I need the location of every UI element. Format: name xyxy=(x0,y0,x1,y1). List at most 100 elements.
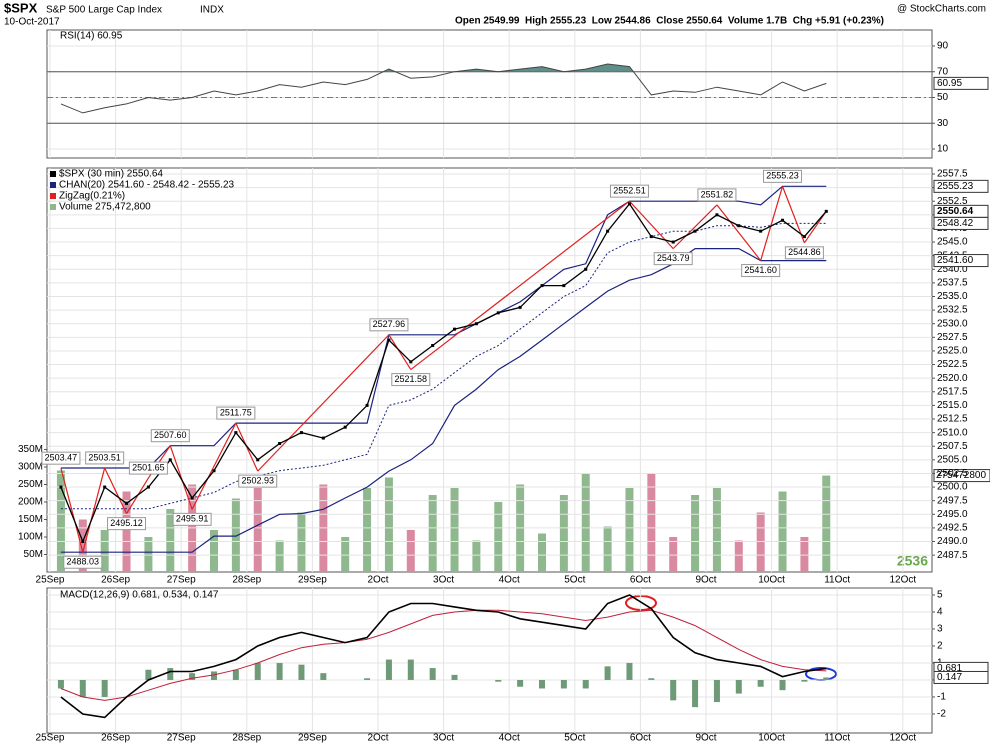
price-bar xyxy=(125,501,129,505)
volume-bar xyxy=(778,491,787,572)
y-tick-label: 2500.0 xyxy=(937,482,968,493)
volume-bar xyxy=(494,502,503,572)
histogram-bar xyxy=(735,679,742,694)
value-flag-label: 0.147 xyxy=(937,672,962,683)
price-bar xyxy=(802,235,806,239)
channel-lower xyxy=(60,248,827,553)
zigzag-label-box xyxy=(238,474,278,488)
zigzag-segment xyxy=(169,445,193,510)
y-tick-label: 90 xyxy=(937,41,949,52)
price-bar xyxy=(146,485,150,489)
price-bar xyxy=(59,485,63,489)
volume-bar xyxy=(100,530,109,572)
histogram-bar xyxy=(823,677,830,680)
volume-bar xyxy=(669,537,678,572)
price-bar xyxy=(584,267,588,271)
x-tick-label: 5Oct xyxy=(564,575,585,586)
zigzag-label: 2501.65 xyxy=(132,462,165,472)
zigzag-label: 2502.93 xyxy=(241,475,274,485)
volume-bar xyxy=(78,519,87,572)
volume-bar xyxy=(450,488,459,572)
histogram-bar xyxy=(648,678,655,680)
zigzag-label: 2495.91 xyxy=(176,514,209,524)
volume-bar xyxy=(275,540,284,572)
histogram-bar xyxy=(364,678,371,680)
x-tick-label: 29Sep xyxy=(298,733,327,744)
zigzag-label: 2551.82 xyxy=(701,189,734,199)
price-bar xyxy=(387,338,391,342)
y-tick-label: 150M xyxy=(18,514,43,525)
histogram-bar xyxy=(779,679,786,691)
y-tick-label: 2490.0 xyxy=(937,536,968,547)
legend-swatch xyxy=(50,182,56,188)
volume-bar xyxy=(756,512,765,572)
price-bar xyxy=(474,322,478,326)
volume-bar xyxy=(538,533,546,572)
price-bar xyxy=(781,218,785,222)
price-bar xyxy=(824,209,828,213)
price-bar xyxy=(190,496,194,500)
price-bar xyxy=(627,202,631,206)
x-tick-label: 4Oct xyxy=(499,733,520,744)
x-tick-label: 11Oct xyxy=(824,575,850,586)
x-tick-label: 9Oct xyxy=(695,733,716,744)
zigzag-label-box xyxy=(41,451,81,465)
y-tick-label: 2505.0 xyxy=(937,454,968,465)
zigzag-label: 2507.60 xyxy=(154,430,187,440)
x-tick-label: 9Oct xyxy=(695,575,716,586)
price-bar xyxy=(431,343,435,347)
price-bar xyxy=(606,229,610,233)
zigzag-label: 2555.23 xyxy=(766,171,799,181)
y-tick-label: 2535.0 xyxy=(937,291,968,302)
histogram-bar xyxy=(692,679,699,708)
value-flag xyxy=(933,179,989,193)
price-bar xyxy=(453,327,457,331)
volume-bar xyxy=(472,540,481,572)
y-tick-label: 2517.5 xyxy=(937,386,968,397)
zigzag-label: 2503.51 xyxy=(88,452,121,462)
symbol: $SPX xyxy=(4,0,38,15)
x-tick-label: 12Oct xyxy=(889,575,916,586)
x-tick-label: 2Oct xyxy=(367,575,388,586)
x-tick-label: 29Sep xyxy=(298,575,327,586)
symbol-name: S&P 500 Large Cap Index xyxy=(46,5,162,16)
histogram-bar xyxy=(604,666,611,680)
price-bar xyxy=(518,305,522,309)
volume-bar xyxy=(712,488,721,572)
y-tick-label: 3 xyxy=(937,624,943,635)
y-tick-label: 5 xyxy=(937,590,943,601)
price-bar xyxy=(299,431,303,435)
value-flag xyxy=(933,216,989,230)
histogram-bar xyxy=(79,679,86,697)
histogram-bar xyxy=(801,679,808,682)
y-tick-label: 2557.5 xyxy=(937,169,968,180)
y-tick-label: 2512.5 xyxy=(937,414,968,425)
price-bar xyxy=(409,360,413,364)
volume-bar xyxy=(384,477,393,572)
zigzag-label: 2541.60 xyxy=(744,265,777,275)
macd-panel xyxy=(46,587,933,734)
zigzag-label: 2544.86 xyxy=(788,247,821,257)
price-bar xyxy=(737,224,741,228)
y-tick-label: 2525.0 xyxy=(937,346,968,357)
price-bar xyxy=(365,403,369,407)
price-bar xyxy=(256,458,260,462)
x-tick-label: 6Oct xyxy=(630,733,651,744)
volume-bar xyxy=(734,540,743,572)
x-tick-label: 25Sep xyxy=(36,575,65,586)
price-bar xyxy=(212,469,216,473)
legend-swatch xyxy=(50,171,56,177)
y-tick-label: 2497.5 xyxy=(937,495,968,506)
value-flag xyxy=(933,254,989,268)
value-flag-label: 0.681 xyxy=(937,663,962,674)
histogram-bar xyxy=(211,671,217,680)
y-tick-label: 2540.0 xyxy=(937,264,968,275)
zigzag-segment xyxy=(191,422,237,510)
y-tick-label: 2522.5 xyxy=(937,359,968,370)
price-bar xyxy=(759,229,763,233)
zigzag-label: 2543.79 xyxy=(657,253,690,263)
price-bar xyxy=(103,485,107,489)
price-bar xyxy=(278,442,282,446)
price-bar xyxy=(562,284,566,288)
y-tick-label: 2552.5 xyxy=(937,196,968,207)
